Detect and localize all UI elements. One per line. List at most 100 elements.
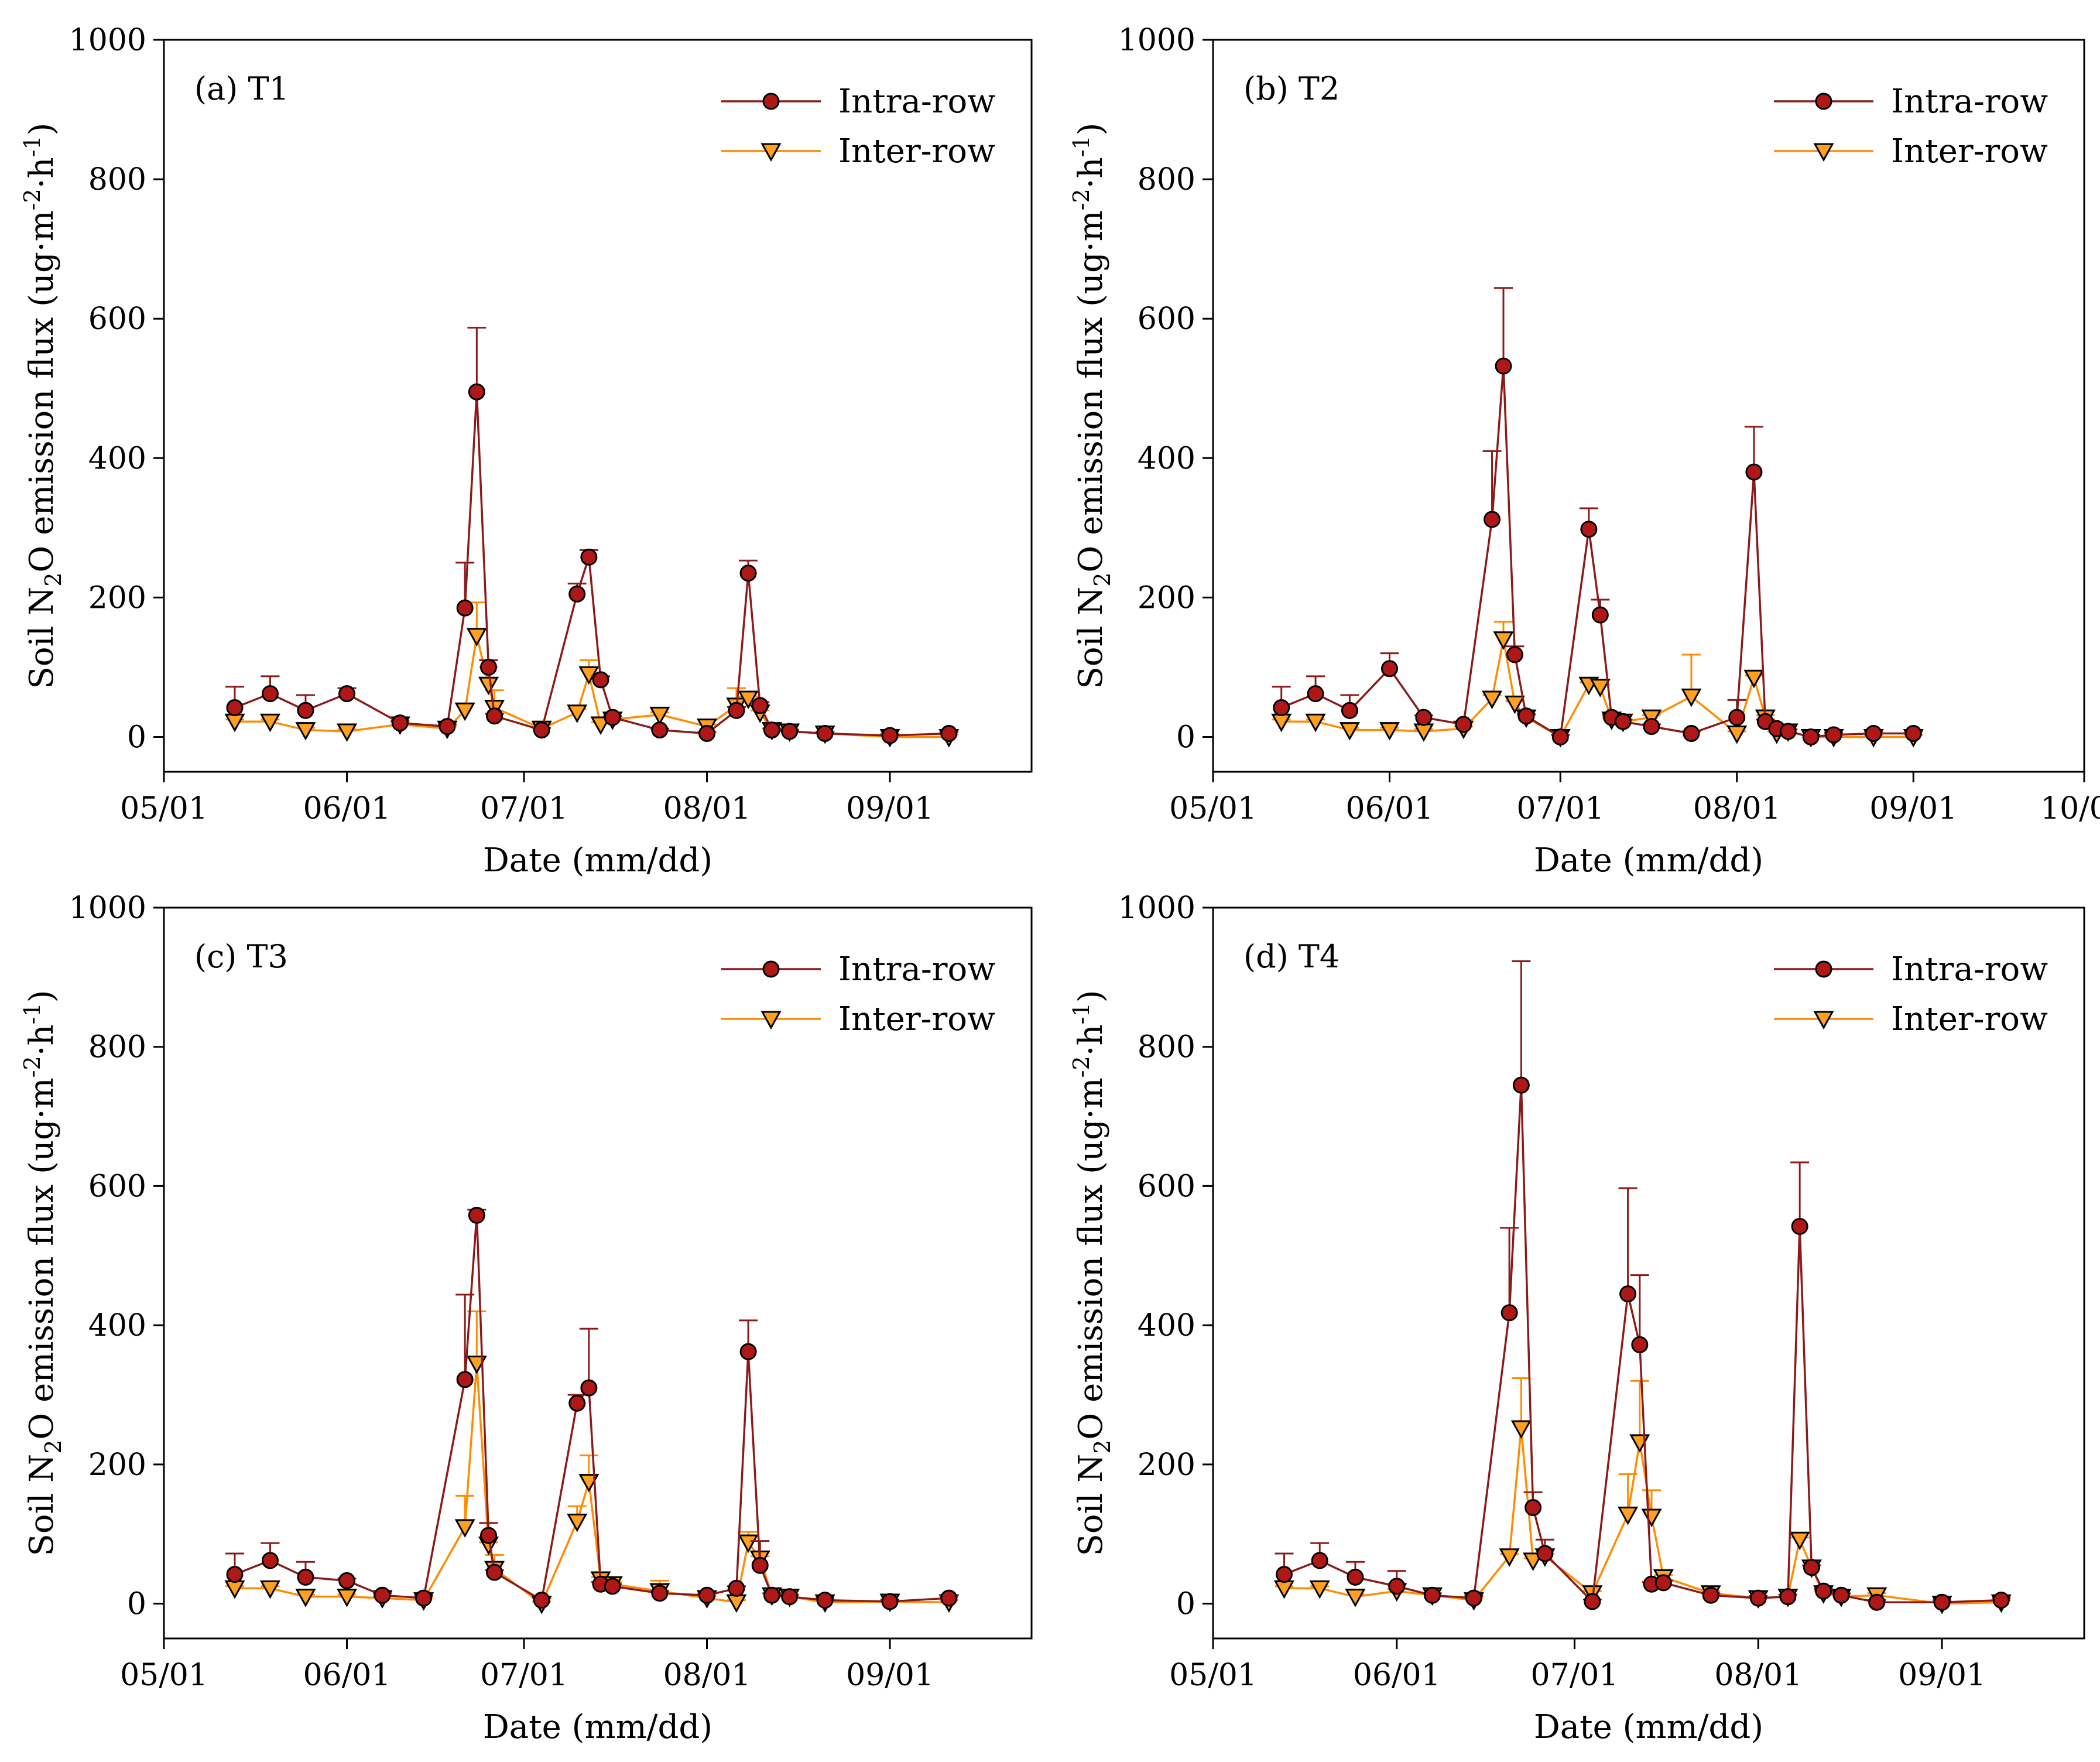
x-tick-label: 08/01 [663, 791, 751, 826]
x-tick-label: 06/01 [1346, 791, 1434, 826]
data-point [580, 1379, 598, 1397]
data-point [1495, 357, 1512, 375]
y-axis-title-part: ) [23, 123, 61, 136]
x-tick-label: 08/01 [1693, 791, 1781, 826]
legend-marker [1813, 1011, 1834, 1030]
data-point [1619, 1285, 1637, 1303]
data-point [739, 564, 757, 582]
data-point [1311, 1552, 1328, 1569]
data-point [478, 676, 499, 696]
data-point [1815, 1582, 1832, 1600]
legend-label: Intra-row [1891, 83, 2048, 121]
data-point [1933, 1593, 1951, 1611]
data-point [1506, 646, 1523, 663]
y-axis-title-part: ) [1072, 123, 1110, 136]
y-tick-label: 600 [1138, 302, 1195, 337]
data-point [1631, 1336, 1649, 1353]
y-tick-label: 400 [1138, 1308, 1195, 1343]
x-tick-label: 07/01 [480, 1658, 568, 1693]
data-point [1307, 685, 1324, 703]
data-point [940, 1589, 958, 1607]
x-tick-label: 05/01 [120, 1658, 208, 1693]
y-tick-label: 400 [1138, 441, 1195, 476]
data-point [881, 1593, 899, 1610]
y-tick-label: 800 [1138, 1030, 1195, 1065]
y-axis-title-part: ) [23, 990, 61, 1003]
y-tick-label: 1000 [69, 23, 146, 58]
data-point [1779, 1588, 1797, 1606]
x-tick-label: 09/01 [1869, 791, 1957, 826]
y-axis-title-part: ·h [23, 157, 61, 189]
series-intra-row [225, 1206, 958, 1610]
data-point [454, 702, 475, 721]
data-point [1591, 606, 1609, 624]
data-point [1345, 1589, 1366, 1607]
data-point [391, 714, 409, 732]
data-point [1803, 1559, 1820, 1576]
legend-label: Inter-row [1891, 132, 2048, 170]
data-point [1388, 1578, 1406, 1595]
legend-label: Intra-row [1891, 950, 2048, 988]
y-tick-label: 200 [88, 580, 146, 615]
y-tick-label: 0 [1176, 720, 1195, 755]
data-point [261, 685, 279, 703]
data-point [1802, 728, 1820, 745]
y-tick-label: 1000 [1118, 23, 1195, 58]
y-axis-title-part: -2 [1068, 1056, 1094, 1077]
data-point [1493, 631, 1514, 650]
y-axis-title-part: -1 [19, 135, 45, 157]
y-axis-title-part: 2 [1090, 573, 1115, 587]
data-point [578, 666, 599, 685]
data-point [604, 709, 621, 726]
legend: Intra-row Inter-row [1774, 950, 2048, 1038]
data-point [259, 1580, 281, 1599]
data-point [295, 722, 316, 741]
chart-panel-4: 0 200 400 600 800 1000 05/01 06/01 07/01 08/01 09/… [1068, 891, 2085, 1746]
data-point [1551, 728, 1569, 745]
data-point [1865, 725, 1882, 743]
plot-frame [163, 39, 1033, 773]
data-point [336, 1589, 358, 1607]
y-axis-title-part: -1 [1068, 1003, 1094, 1024]
data-point [479, 658, 497, 676]
data-point [1273, 699, 1290, 716]
data-point [1347, 1568, 1364, 1586]
y-tick-label: 200 [1138, 1448, 1195, 1483]
data-point [651, 721, 669, 739]
legend: Intra-row Inter-row [1774, 83, 2048, 170]
data-point [1512, 1076, 1530, 1094]
data-point [604, 1578, 621, 1595]
legend: Intra-row Inter-row [721, 950, 995, 1038]
y-tick-label: 800 [1138, 162, 1195, 197]
panel-title: (b) T2 [1243, 70, 1340, 107]
series-intra-row [1275, 960, 2011, 1611]
data-point [533, 1592, 550, 1609]
data-point [466, 628, 487, 646]
data-point [439, 718, 456, 735]
data-point [338, 685, 356, 703]
series-line [1284, 1428, 2002, 1605]
data-point [1413, 723, 1434, 743]
data-point [1481, 690, 1503, 710]
y-axis-title-part: -2 [19, 189, 45, 210]
data-point [567, 1513, 588, 1532]
legend: Intra-row Inter-row [721, 83, 995, 170]
y-tick-label: 600 [88, 302, 146, 337]
data-point [1510, 1420, 1532, 1439]
y-axis-title-part: ·h [23, 1024, 61, 1056]
y-tick-label: 400 [88, 1308, 146, 1343]
data-point [479, 1527, 497, 1544]
data-point [728, 702, 745, 719]
y-axis-title-part: ) [1072, 990, 1110, 1003]
data-point [486, 1563, 503, 1581]
data-point [1580, 521, 1598, 538]
data-point [1309, 1580, 1330, 1599]
series-inter-row [1271, 621, 1924, 748]
x-tick-label: 07/01 [1531, 1658, 1619, 1693]
y-axis-title-part: ·h [1072, 157, 1110, 189]
data-point [739, 1343, 757, 1360]
data-point [1683, 725, 1700, 743]
x-tick-label: 05/01 [120, 791, 208, 826]
panel-title: (a) T1 [194, 70, 289, 107]
data-point [1904, 725, 1922, 743]
